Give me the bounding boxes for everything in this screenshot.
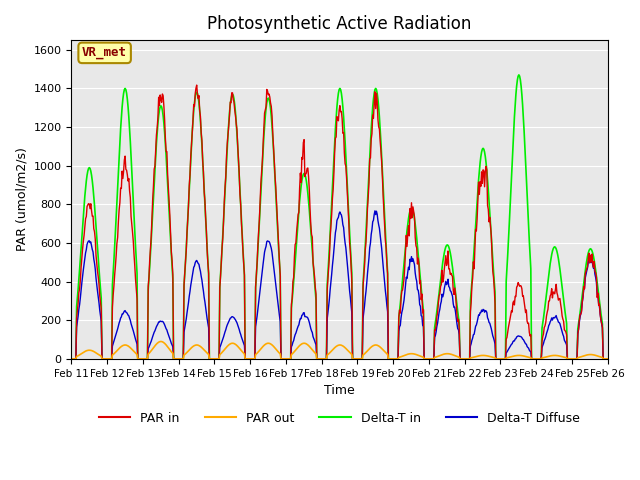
Delta-T in [404,216,412,221]
PAR out [77,351,85,357]
PAR out [216,352,223,358]
Delta-T in [68,356,76,362]
Title: Photosynthetic Active Radiation: Photosynthetic Active Radiation [207,15,472,33]
PAR out [132,351,140,357]
PAR in [68,356,76,362]
Legend: PAR in, PAR out, Delta-T in, Delta-T Diffuse: PAR in, PAR out, Delta-T in, Delta-T Dif… [94,407,585,430]
Delta-T in [77,245,85,251]
Delta-T Diffuse [371,208,379,214]
PAR in [604,356,611,362]
Delta-T Diffuse [77,287,85,293]
Delta-T Diffuse [421,356,429,362]
PAR in [193,82,200,88]
Delta-T in [604,356,611,362]
PAR out [157,338,164,344]
Delta-T Diffuse [215,356,223,362]
Line: Delta-T Diffuse: Delta-T Diffuse [72,211,607,359]
Delta-T Diffuse [604,356,611,362]
PAR out [405,351,413,357]
Line: PAR out: PAR out [72,341,607,359]
PAR in [77,264,85,270]
Delta-T Diffuse [132,339,140,345]
Delta-T Diffuse [405,267,413,273]
PAR out [68,356,76,362]
Delta-T in [215,356,223,362]
PAR in [132,286,140,291]
Delta-T Diffuse [68,356,76,362]
Delta-T in [515,72,523,78]
PAR in [216,285,223,291]
Text: VR_met: VR_met [82,47,127,60]
X-axis label: Time: Time [324,384,355,397]
Line: PAR in: PAR in [72,85,607,359]
Delta-T in [132,257,140,263]
PAR out [188,345,195,350]
Delta-T Diffuse [187,283,195,288]
PAR in [187,154,195,160]
Delta-T in [187,156,195,162]
PAR in [405,233,413,239]
PAR out [604,356,611,362]
Y-axis label: PAR (umol/m2/s): PAR (umol/m2/s) [15,147,28,252]
Line: Delta-T in: Delta-T in [72,75,607,359]
PAR out [421,356,429,362]
PAR in [421,356,429,362]
Delta-T in [420,356,428,362]
